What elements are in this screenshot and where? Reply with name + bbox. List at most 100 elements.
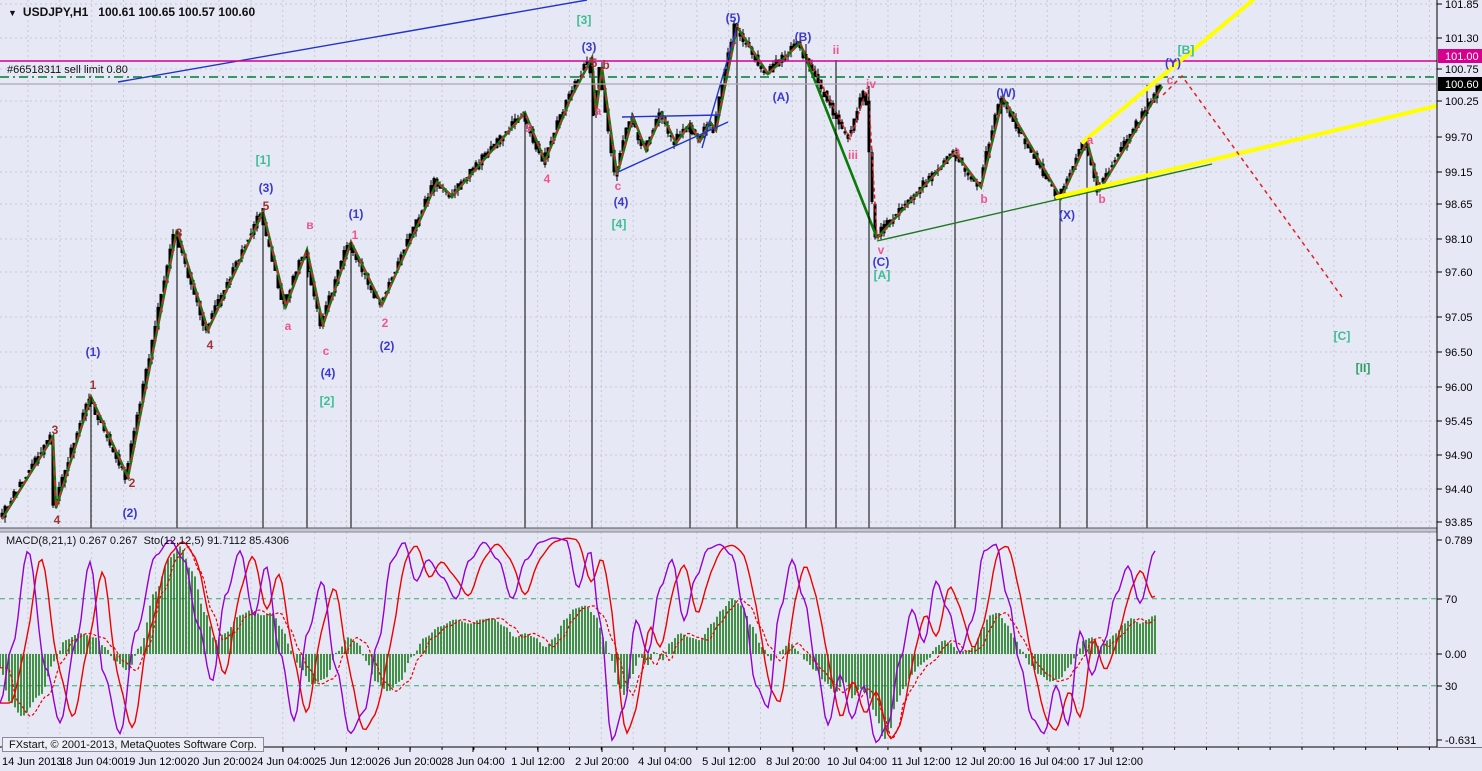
blue-trendline[interactable] [117,0,588,83]
yellow-forecast-line-2[interactable] [1055,93,1482,199]
wave-label[interactable]: (B) [795,30,812,44]
wave-label[interactable]: c [1167,73,1174,87]
zigzag-a-red [1,24,801,520]
wave-label[interactable]: iv [866,77,876,91]
wave-label[interactable]: a [954,144,961,158]
time-tick-label: 8 Jul 20:00 [766,756,820,768]
wave-label[interactable]: a [1087,133,1094,147]
pending-order-label[interactable]: #66518311 sell limit 0.80 [7,64,128,76]
wave-label[interactable]: (2) [380,339,395,353]
blue-trendline[interactable] [617,121,729,173]
wave-label[interactable]: 2 [382,316,389,330]
pane-splitter[interactable] [0,528,1482,532]
price-tick-label: 96.50 [1445,347,1473,359]
wave-label[interactable]: 5 [263,199,270,213]
time-tick-label: 1 Jul 12:00 [511,756,565,768]
blue-trendline[interactable] [701,29,737,149]
wave-label[interactable]: c [323,344,330,358]
wave-label[interactable]: (X) [1059,208,1075,222]
time-tick-label: 28 Jun 04:00 [441,756,505,768]
wave-label[interactable]: (4) [321,366,336,380]
wave-label[interactable]: v [878,243,885,257]
candle-body [831,102,835,116]
wave-label[interactable]: [B] [1178,43,1195,57]
price-tick-label: 96.00 [1445,382,1473,394]
wave-label[interactable]: 4 [207,338,214,352]
wave-detail-red-dashed[interactable] [799,42,878,239]
wave-label[interactable]: (5) [726,11,741,25]
wave-label[interactable]: 2 [129,476,136,490]
impulse-trendline-green[interactable] [798,42,879,239]
wave-label[interactable]: a [595,104,602,118]
wave-label[interactable]: a [285,319,292,333]
axis-panel-bg [1437,0,1482,747]
wave-label[interactable]: (A) [773,90,790,104]
candle-body [966,172,970,176]
wave-label[interactable]: 5 [591,56,598,70]
time-tick-label: 16 Jul 04:00 [1019,756,1079,768]
blue-trendline[interactable] [621,114,721,118]
wave-label[interactable]: (1) [86,345,101,359]
wave-label[interactable]: 3 [525,121,532,135]
time-tick-label: 20 Jun 20:00 [187,756,251,768]
wave-label[interactable]: (3) [582,40,597,54]
wave-label[interactable]: (C) [873,255,890,269]
wave-label[interactable]: [4] [612,217,627,231]
wave-label[interactable]: [II] [1356,361,1371,375]
wave-label[interactable]: 4 [544,172,551,186]
time-tick-label: 11 Jul 12:00 [891,756,950,768]
wave-label[interactable]: b [980,192,987,206]
wave-label[interactable]: (2) [123,506,138,520]
price-tick-label: 94.40 [1445,484,1473,496]
yellow-forecast-line-1[interactable] [1081,0,1255,144]
line-price-tag: 101.00 [1445,51,1479,63]
wave-label[interactable]: 4 [54,513,61,527]
candle-body [1026,143,1030,149]
price-tick-label: 99.15 [1445,167,1473,179]
wave-label[interactable]: 3 [52,423,59,437]
indicator-tick-label: 0.00 [1445,649,1466,661]
wave-label[interactable]: b [1098,192,1105,206]
candle-body [369,285,373,291]
wave-label[interactable]: [2] [320,394,335,408]
wave-label[interactable]: iii [848,148,858,162]
wave-label[interactable]: (Y) [1165,56,1181,70]
chart-title: ▼ USDJPY,H1 100.61 100.65 100.57 100.60 [8,5,255,19]
wave-label[interactable]: в [306,218,313,232]
price-axis[interactable]: 101.85 101.30 100.75 100.25 99.70 99.15 98.65 9… [1436,0,1482,747]
candle-body [759,65,763,70]
red-forecast-dashed[interactable] [1162,74,1343,298]
price-tick-label: 101.85 [1445,0,1479,11]
indicator-values-label: MACD(8,21,1) 0.267 0.267 Sto(12,12,5) 91… [6,535,289,547]
candle-body [969,176,973,180]
wave-label[interactable]: b [602,58,609,72]
indicator-pane[interactable] [0,537,1156,744]
candle-body [816,74,820,84]
candle-body [582,64,586,71]
stochastic-signal-line [0,537,1156,740]
green-trendline[interactable] [876,163,1213,242]
wave-label[interactable]: ii [833,43,840,57]
wave-label[interactable]: [A] [874,268,891,282]
wave-label[interactable]: [3] [577,13,592,27]
wave-label[interactable]: [C] [1334,329,1351,343]
time-tick-label: 18 Jun 04:00 [60,756,124,768]
candle-body [825,90,829,102]
wave-label[interactable]: c [615,179,622,193]
time-tick-label: 5 Jul 12:00 [702,756,756,768]
wave-label[interactable]: (4) [614,195,629,209]
wave-label[interactable]: 1 [90,378,97,392]
time-tick-label: 17 Jul 12:00 [1083,756,1143,768]
price-tick-label: 98.10 [1445,234,1473,246]
wave-label[interactable]: (W) [996,86,1015,100]
wave-label[interactable]: 1 [352,228,359,242]
wave-label[interactable]: (3) [259,181,274,195]
wave-label[interactable]: 3 [176,226,183,240]
wave-label[interactable]: (1) [349,207,364,221]
time-tick-label: 2 Jul 20:00 [575,756,629,768]
price-tick-label: 99.70 [1445,132,1473,144]
wave-label[interactable]: [1] [256,153,271,167]
symbol-dropdown-icon[interactable]: ▼ [8,8,17,18]
